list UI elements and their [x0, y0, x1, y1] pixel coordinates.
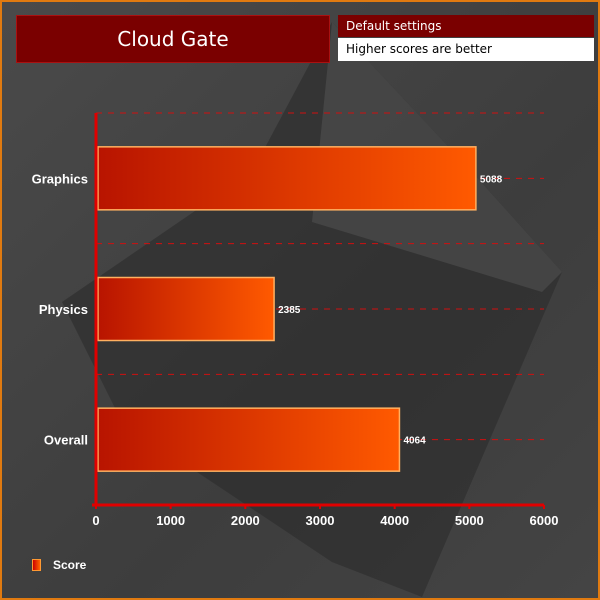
data-label: 2385 — [278, 305, 301, 316]
category-label: Graphics — [32, 171, 88, 186]
data-label: 4064 — [403, 436, 426, 447]
legend-label: Score — [53, 558, 87, 572]
category-label: Physics — [39, 302, 88, 317]
bar-overall — [97, 407, 401, 472]
chart-title: Cloud Gate — [16, 15, 330, 63]
x-tick-label: 5000 — [455, 513, 484, 528]
settings-label: Default settings — [338, 15, 594, 37]
x-tick-label: 0 — [92, 513, 99, 528]
x-tick-label: 1000 — [156, 513, 185, 528]
bar-physics — [97, 276, 275, 342]
x-tick-label: 4000 — [380, 513, 409, 528]
x-tick-label: 3000 — [306, 513, 335, 528]
x-tick-label: 2000 — [231, 513, 260, 528]
legend-swatch — [32, 559, 41, 571]
data-label: 5088 — [480, 174, 503, 185]
bar-graphics — [97, 146, 477, 211]
note-label: Higher scores are better — [338, 38, 594, 61]
category-label: Overall — [44, 433, 88, 448]
legend: Score — [32, 558, 86, 572]
x-tick-label: 6000 — [530, 513, 559, 528]
